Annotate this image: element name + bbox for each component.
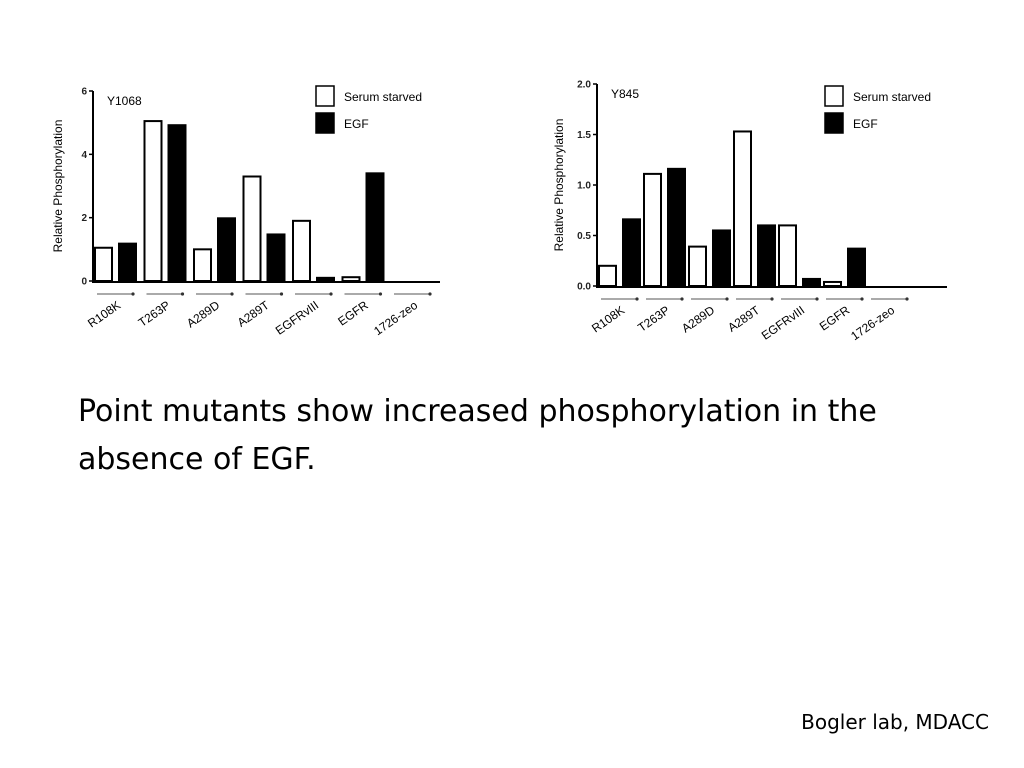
bar-serum-starved bbox=[143, 120, 163, 283]
treatment-marker-dot bbox=[860, 297, 864, 301]
treatment-marker-dot bbox=[635, 297, 639, 301]
y-axis-label: Relative Phosphorylation bbox=[51, 120, 65, 253]
treatment-marker-dot bbox=[725, 297, 729, 301]
legend-swatch-egf bbox=[824, 112, 844, 134]
y-tick-label: 4 bbox=[81, 150, 87, 161]
y-tick-label: 0 bbox=[81, 277, 87, 288]
bar-egf bbox=[757, 224, 776, 287]
y-tick-label: 0.0 bbox=[577, 282, 591, 293]
bar-serum-starved bbox=[688, 245, 707, 287]
y-tick-label: 0.5 bbox=[577, 231, 591, 242]
treatment-marker-dot bbox=[770, 297, 774, 301]
x-tick-label: 1726-zeo bbox=[848, 303, 897, 343]
bar-serum-starved bbox=[643, 172, 662, 287]
bar-egf bbox=[118, 242, 137, 282]
x-tick-label: A289D bbox=[184, 298, 222, 331]
x-tick-label: EGFR bbox=[335, 298, 371, 329]
bar-egf bbox=[167, 124, 187, 282]
bar-serum-starved bbox=[242, 175, 262, 282]
bar-serum-starved bbox=[598, 264, 617, 287]
bar-serum-starved bbox=[94, 246, 113, 282]
treatment-marker-dot bbox=[230, 292, 234, 296]
treatment-marker-dot bbox=[329, 292, 333, 296]
y-tick-label: 1.5 bbox=[577, 130, 591, 141]
x-tick-label: 1726-zeo bbox=[371, 298, 420, 338]
treatment-marker-dot bbox=[905, 297, 909, 301]
y-tick-label: 2.0 bbox=[577, 80, 591, 91]
bar-egf bbox=[217, 217, 236, 283]
bar-egf bbox=[316, 276, 335, 283]
treatment-marker-dot bbox=[279, 292, 284, 296]
y-tick-label: 2 bbox=[81, 213, 87, 224]
y-tick-label: 1.0 bbox=[577, 181, 591, 192]
treatment-marker-dot bbox=[131, 292, 135, 296]
chart-title: Y1068 bbox=[107, 94, 142, 108]
chart-title: Y845 bbox=[611, 87, 639, 101]
legend-label: EGF bbox=[853, 117, 878, 131]
bar-egf bbox=[266, 233, 286, 282]
legend-swatch-serum-starved bbox=[315, 85, 335, 107]
bar-egf bbox=[802, 277, 821, 287]
bar-egf bbox=[622, 218, 641, 287]
x-tick-label: T263P bbox=[136, 298, 173, 330]
treatment-marker-dot bbox=[378, 292, 383, 296]
treatment-marker-dot bbox=[680, 297, 684, 301]
chart-y845: 0.0 0.5 1.0 1.5 2.0 Relative Phosphorylation Y… bbox=[552, 80, 947, 343]
bar-egf bbox=[365, 172, 385, 282]
bar-egf bbox=[847, 247, 866, 288]
x-tick-label: A289T bbox=[725, 303, 763, 335]
bar-egf bbox=[667, 167, 686, 287]
treatment-marker-dot bbox=[815, 297, 819, 301]
bar-serum-starved bbox=[823, 280, 842, 287]
y-axis-label: Relative Phosphorylation bbox=[552, 119, 566, 252]
x-tick-label: T263P bbox=[635, 303, 672, 335]
treatment-marker-dot bbox=[180, 292, 185, 296]
bar-egf bbox=[712, 229, 731, 287]
x-tick-label: R108K bbox=[589, 303, 627, 336]
x-tick-label: EGFRvIII bbox=[759, 303, 807, 343]
legend-label: Serum starved bbox=[344, 90, 422, 104]
legend-swatch-egf bbox=[315, 112, 335, 134]
bar-serum-starved bbox=[341, 276, 361, 283]
x-tick-label: EGFRvIII bbox=[273, 298, 321, 338]
bar-serum-starved bbox=[193, 248, 212, 282]
y-tick-label: 6 bbox=[81, 87, 87, 98]
x-tick-label: EGFR bbox=[817, 303, 853, 334]
x-tick-label: R108K bbox=[85, 298, 123, 331]
slide-credit: Bogler lab, MDACC bbox=[801, 710, 989, 734]
legend-label: Serum starved bbox=[853, 90, 931, 104]
legend-swatch-serum-starved bbox=[824, 85, 844, 107]
legend-label: EGF bbox=[344, 117, 369, 131]
bar-serum-starved bbox=[778, 224, 797, 287]
x-tick-label: A289T bbox=[235, 298, 273, 330]
slide-caption: Point mutants show increased phosphoryla… bbox=[78, 394, 877, 477]
bar-serum-starved bbox=[292, 219, 311, 282]
chart-y1068: 0 2 4 6 Relative Phosphorylation Y1068 R108K T2… bbox=[51, 85, 440, 338]
bar-serum-starved bbox=[733, 130, 752, 287]
x-tick-label: A289D bbox=[679, 303, 717, 336]
treatment-marker-dot bbox=[428, 292, 432, 296]
